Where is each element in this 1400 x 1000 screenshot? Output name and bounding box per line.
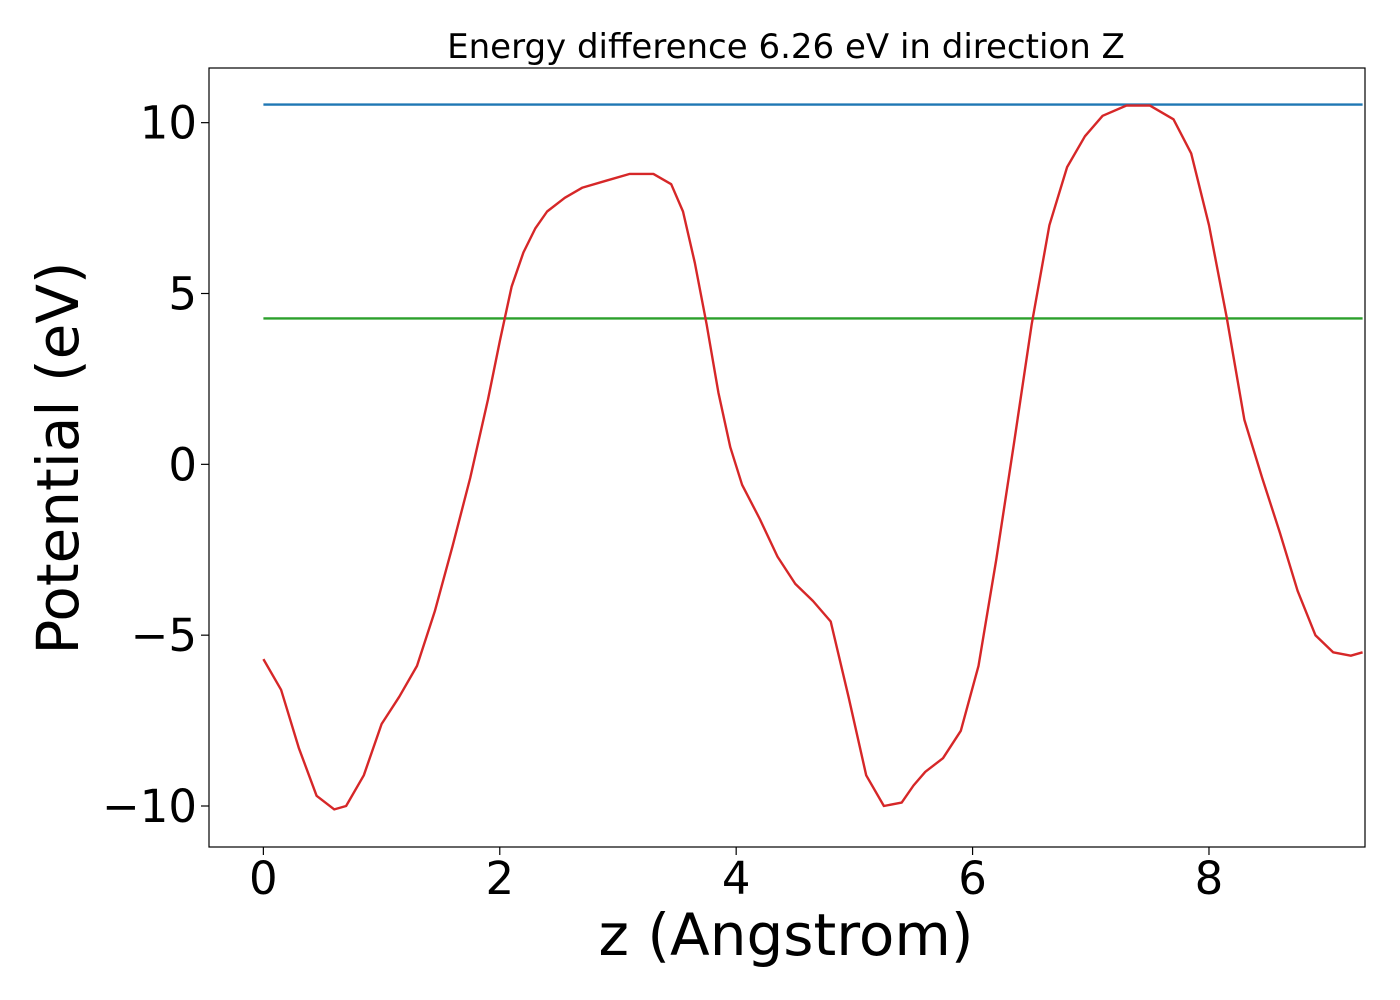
y-tick-label: 10 [140,97,197,150]
x-tick-label: 2 [485,852,514,905]
y-axis-label: Potential (eV) [24,261,92,654]
plot-frame [208,67,1366,848]
chart-title: Energy difference 6.26 eV in direction Z [447,27,1125,67]
x-axis-label: z (Angstrom) [599,901,974,969]
x-tick-label: 0 [249,852,278,905]
y-tick-label: −10 [102,780,197,833]
y-tick-label: 0 [168,438,197,491]
y-axis: −10 −5 0 5 10 [102,97,209,833]
x-tick-label: 8 [1195,852,1224,905]
y-tick-label: −5 [131,609,197,662]
x-axis: 0 2 4 6 8 [249,847,1223,905]
plot-area [208,67,1366,848]
y-tick-label: 5 [168,268,197,321]
series-line-2 [262,104,1363,811]
x-tick-label: 4 [722,852,751,905]
series-layer [262,103,1363,811]
x-tick-label: 6 [958,852,987,905]
